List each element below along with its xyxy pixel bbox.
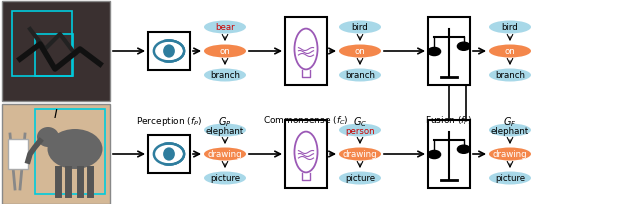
Ellipse shape [489, 45, 531, 58]
Ellipse shape [204, 45, 246, 58]
Text: Fusion ($f_F$): Fusion ($f_F$) [426, 114, 473, 127]
Ellipse shape [47, 129, 102, 169]
Ellipse shape [204, 69, 246, 82]
FancyBboxPatch shape [285, 18, 327, 86]
Ellipse shape [339, 21, 381, 34]
Ellipse shape [489, 69, 531, 82]
Ellipse shape [204, 172, 246, 185]
Ellipse shape [204, 124, 246, 137]
Ellipse shape [163, 45, 175, 58]
Text: elephant: elephant [206, 126, 244, 135]
Text: on: on [355, 47, 365, 56]
FancyBboxPatch shape [2, 104, 110, 204]
Text: drawing: drawing [493, 150, 527, 159]
Text: $G_F$: $G_F$ [503, 114, 516, 128]
Ellipse shape [489, 124, 531, 137]
FancyBboxPatch shape [148, 135, 190, 173]
Ellipse shape [339, 69, 381, 82]
Text: bear: bear [215, 23, 235, 32]
Ellipse shape [428, 48, 440, 56]
Ellipse shape [37, 127, 59, 147]
Ellipse shape [339, 124, 381, 137]
Text: drawing: drawing [342, 150, 378, 159]
Ellipse shape [154, 41, 184, 62]
Text: bird: bird [351, 23, 369, 32]
Ellipse shape [428, 151, 440, 159]
Text: drawing: drawing [208, 150, 243, 159]
Text: person: person [345, 126, 375, 135]
Text: bird: bird [502, 23, 518, 32]
Ellipse shape [339, 148, 381, 161]
Ellipse shape [163, 148, 175, 161]
FancyBboxPatch shape [285, 120, 327, 188]
Text: $G_P$: $G_P$ [218, 114, 232, 128]
Ellipse shape [489, 148, 531, 161]
Ellipse shape [339, 172, 381, 185]
Ellipse shape [339, 45, 381, 58]
FancyBboxPatch shape [148, 33, 190, 71]
Text: on: on [220, 47, 230, 56]
FancyBboxPatch shape [2, 2, 110, 102]
Text: picture: picture [345, 174, 375, 183]
FancyBboxPatch shape [428, 18, 470, 86]
Ellipse shape [294, 29, 317, 70]
Text: picture: picture [210, 174, 240, 183]
Ellipse shape [458, 145, 470, 154]
Text: branch: branch [345, 71, 375, 80]
Text: $G_C$: $G_C$ [353, 114, 367, 128]
Text: on: on [504, 47, 515, 56]
Ellipse shape [204, 21, 246, 34]
Ellipse shape [458, 43, 470, 51]
Text: picture: picture [495, 174, 525, 183]
Ellipse shape [489, 21, 531, 34]
Ellipse shape [204, 148, 246, 161]
FancyBboxPatch shape [428, 120, 470, 188]
Text: elephant: elephant [491, 126, 529, 135]
Text: branch: branch [495, 71, 525, 80]
Text: branch: branch [210, 71, 240, 80]
Ellipse shape [294, 132, 317, 173]
Text: Perception ($f_P$): Perception ($f_P$) [136, 114, 202, 127]
Text: Commonsense ($f_C$): Commonsense ($f_C$) [263, 114, 349, 127]
Ellipse shape [489, 172, 531, 185]
Ellipse shape [154, 144, 184, 165]
Text: $I$: $I$ [53, 108, 59, 120]
FancyBboxPatch shape [8, 139, 28, 169]
